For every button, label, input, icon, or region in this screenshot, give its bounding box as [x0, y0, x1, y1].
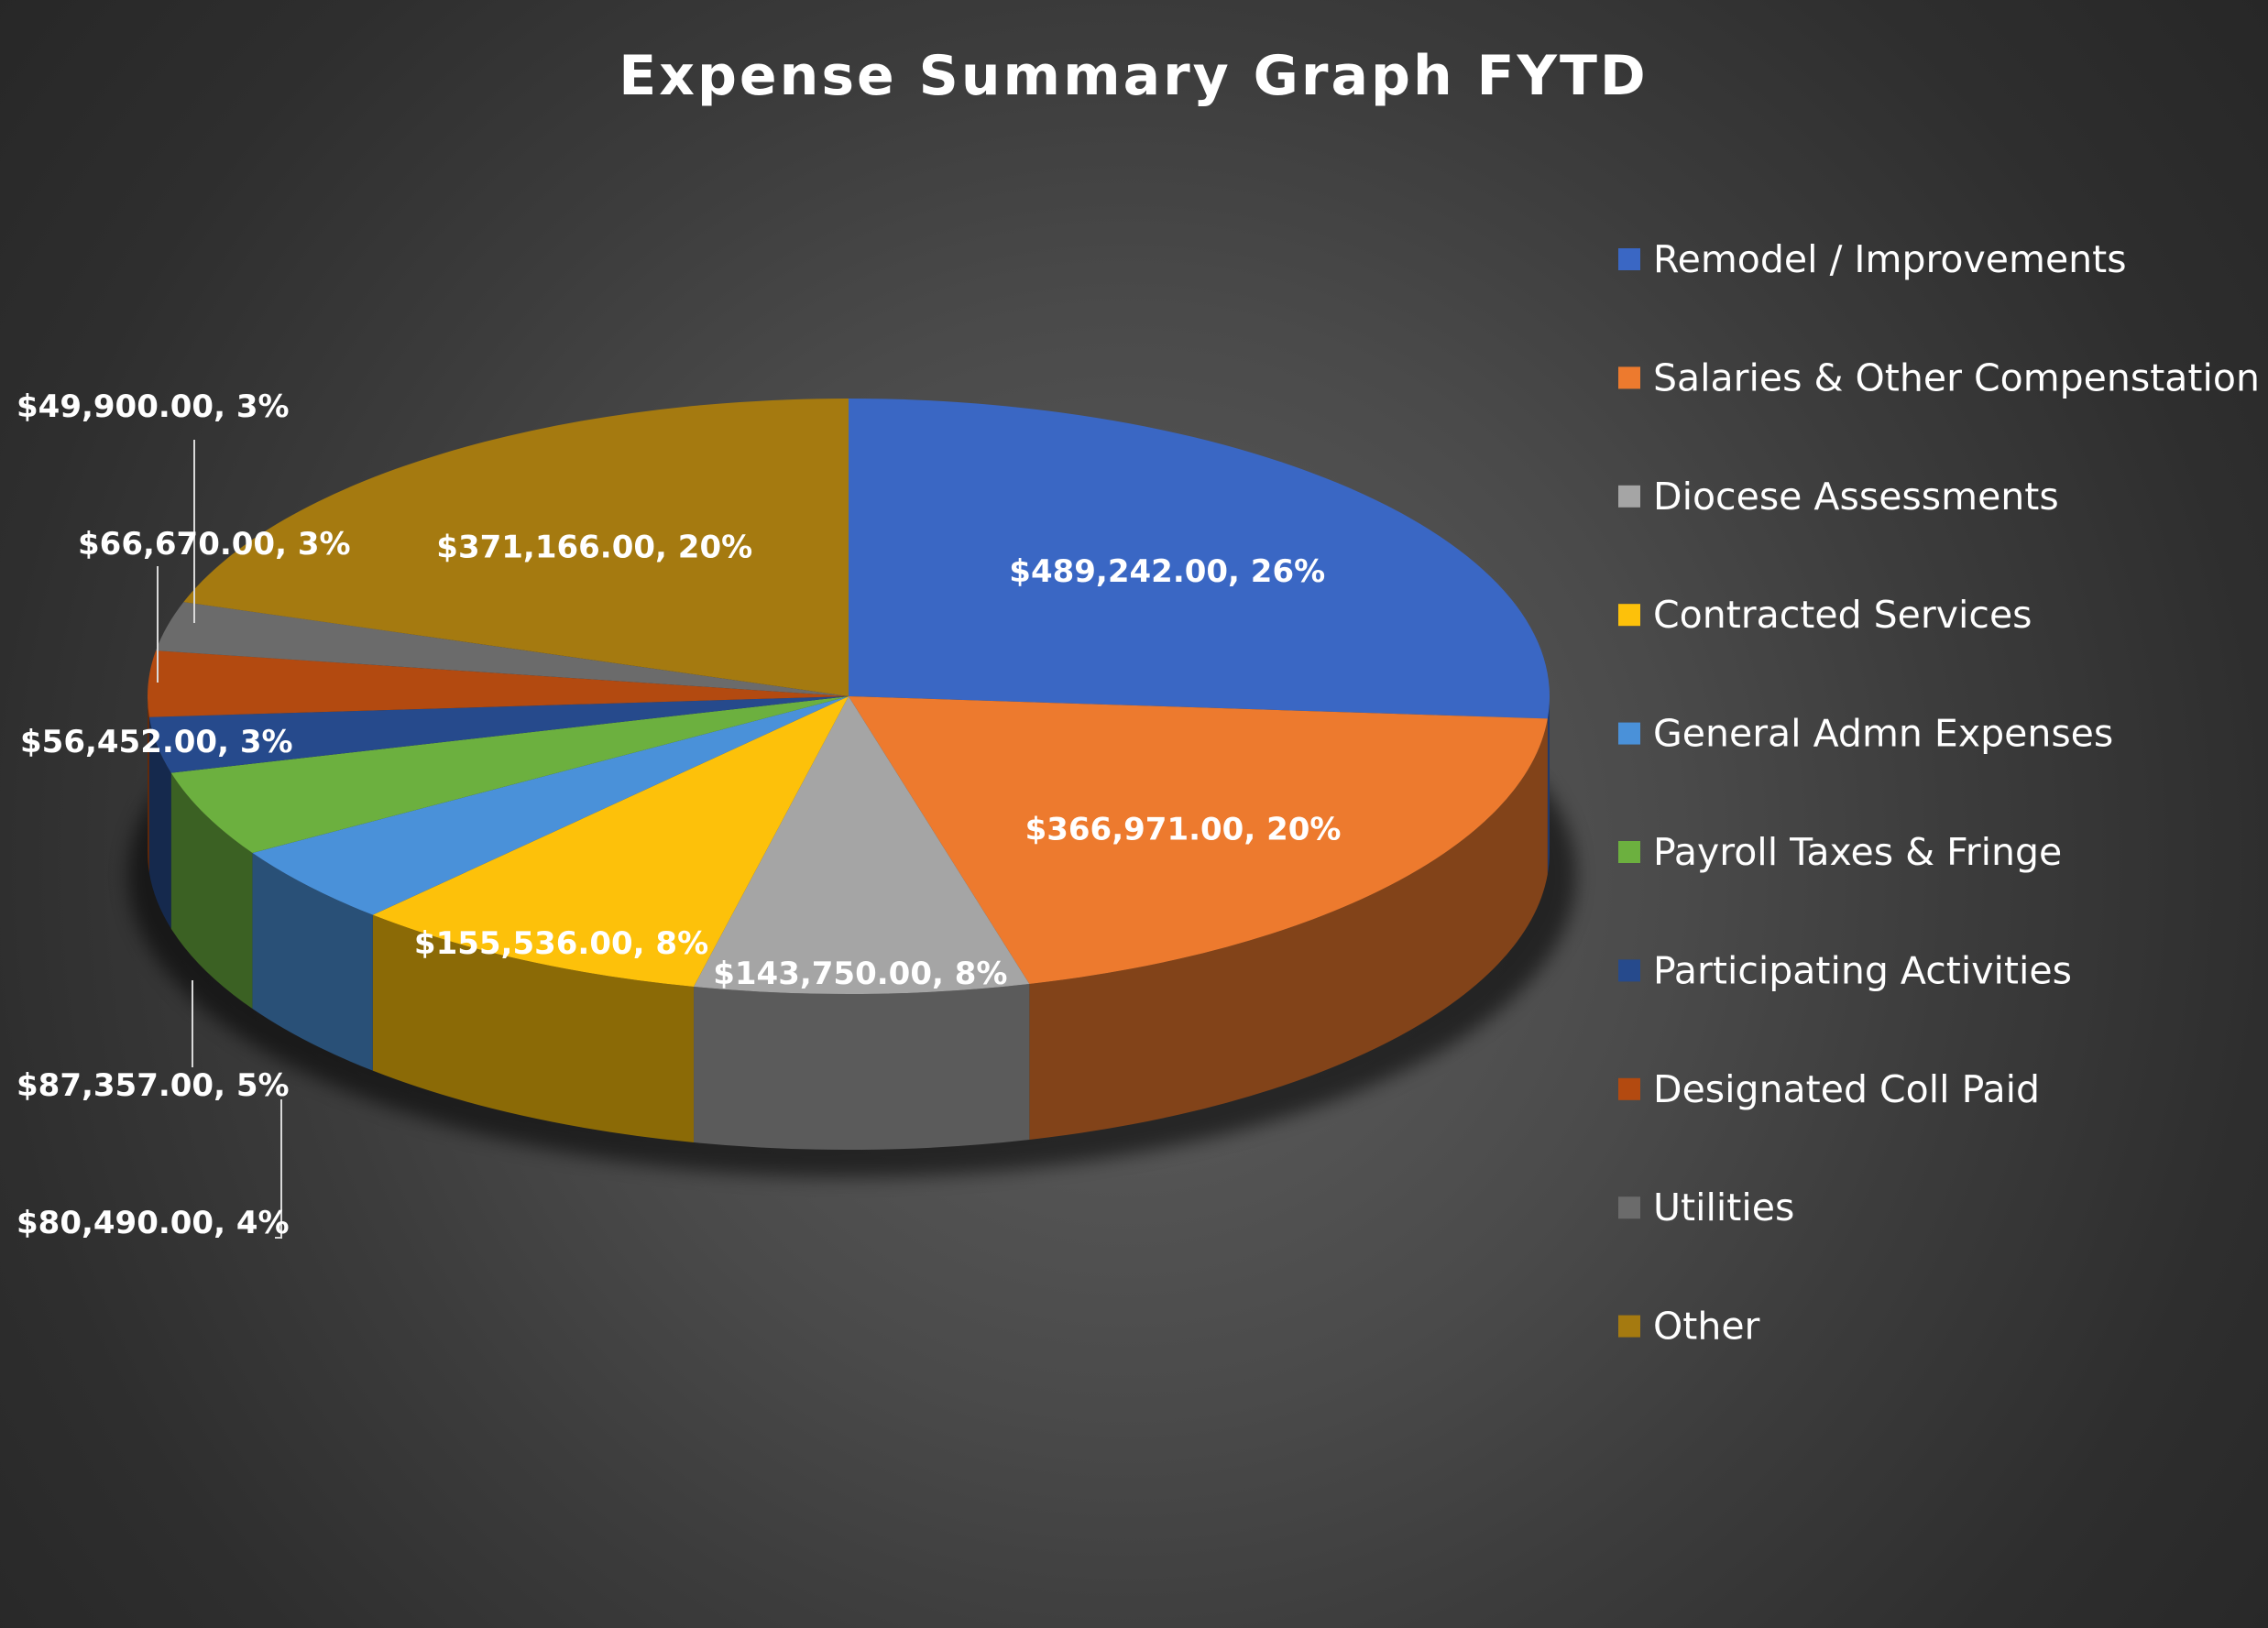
pie-slice-6 — [148, 696, 849, 773]
pie-side-3 — [372, 914, 695, 1142]
legend-label-0: Remodel / Improvements — [1653, 237, 2127, 281]
legend-swatch-3 — [1618, 604, 1640, 627]
legend-label-6: Participating Activities — [1653, 948, 2072, 992]
pie-side-7 — [148, 696, 149, 873]
pie-side-6 — [148, 716, 171, 929]
pie-side-5 — [170, 772, 253, 1009]
data-label-7: $66,670.00, 3% — [78, 526, 351, 563]
pie-slice-3 — [372, 696, 849, 987]
pie-slice-0 — [849, 399, 1550, 719]
pie-slice-9 — [183, 399, 849, 696]
data-label-0: $489,242.00, 26% — [1009, 553, 1325, 590]
data-label-3: $155,536.00, 8% — [414, 925, 708, 962]
data-label-8: $49,900.00, 3% — [16, 388, 290, 425]
pie-sides — [148, 696, 1550, 1150]
pie-slice-5 — [170, 696, 849, 853]
legend-label-5: Payroll Taxes & Fringe — [1653, 830, 2062, 874]
legend-swatch-4 — [1618, 722, 1640, 745]
legend-label-7: Designated Coll Paid — [1653, 1067, 2040, 1111]
leader-line-4 — [275, 1099, 282, 1239]
pie-side-0 — [1547, 696, 1550, 875]
data-label-2: $143,750.00, 8% — [713, 956, 1007, 992]
legend-swatch-0 — [1618, 248, 1640, 270]
legend-swatch-5 — [1618, 841, 1640, 863]
data-label-4: $80,490.00, 4% — [16, 1205, 290, 1241]
pie-slice-4 — [252, 696, 849, 915]
legend-label-9: Other — [1653, 1305, 1760, 1349]
data-label-5: $87,357.00, 5% — [16, 1067, 290, 1104]
legend-swatch-7 — [1618, 1077, 1640, 1100]
legend-swatch-8 — [1618, 1196, 1640, 1219]
chart-title: Expense Summary Graph FYTD — [619, 44, 1648, 108]
legend-swatch-2 — [1618, 485, 1640, 508]
pie-side-4 — [252, 852, 373, 1071]
legend-label-1: Salaries & Other Compenstation — [1653, 355, 2260, 399]
pie-slice-7 — [147, 650, 849, 717]
pie-tops — [147, 399, 1550, 994]
legend-label-8: Utilities — [1653, 1185, 1794, 1229]
pie-side-2 — [694, 983, 1030, 1150]
leader-lines — [157, 440, 282, 1239]
data-label-1: $366,971.00, 20% — [1025, 812, 1342, 848]
data-label-6: $56,452.00, 3% — [20, 724, 293, 760]
legend-label-3: Contracted Services — [1653, 593, 2032, 637]
pie-slice-1 — [849, 696, 1548, 984]
pie-slice-8 — [156, 602, 849, 696]
legend-label-4: General Admn Expenses — [1653, 712, 2113, 756]
legend-swatch-9 — [1618, 1315, 1640, 1338]
pie-side-1 — [1029, 718, 1548, 1140]
legend-swatch-1 — [1618, 366, 1640, 389]
data-labels: $489,242.00, 26% $366,971.00, 20% $143,750… — [16, 388, 1341, 1241]
legend: Remodel / Improvements Salaries & Other C… — [1618, 237, 2260, 1349]
pie-slice-2 — [694, 696, 1030, 994]
legend-label-2: Diocese Assessments — [1653, 475, 2059, 519]
legend-swatch-6 — [1618, 959, 1640, 982]
data-label-9: $371,166.00, 20% — [436, 530, 752, 566]
